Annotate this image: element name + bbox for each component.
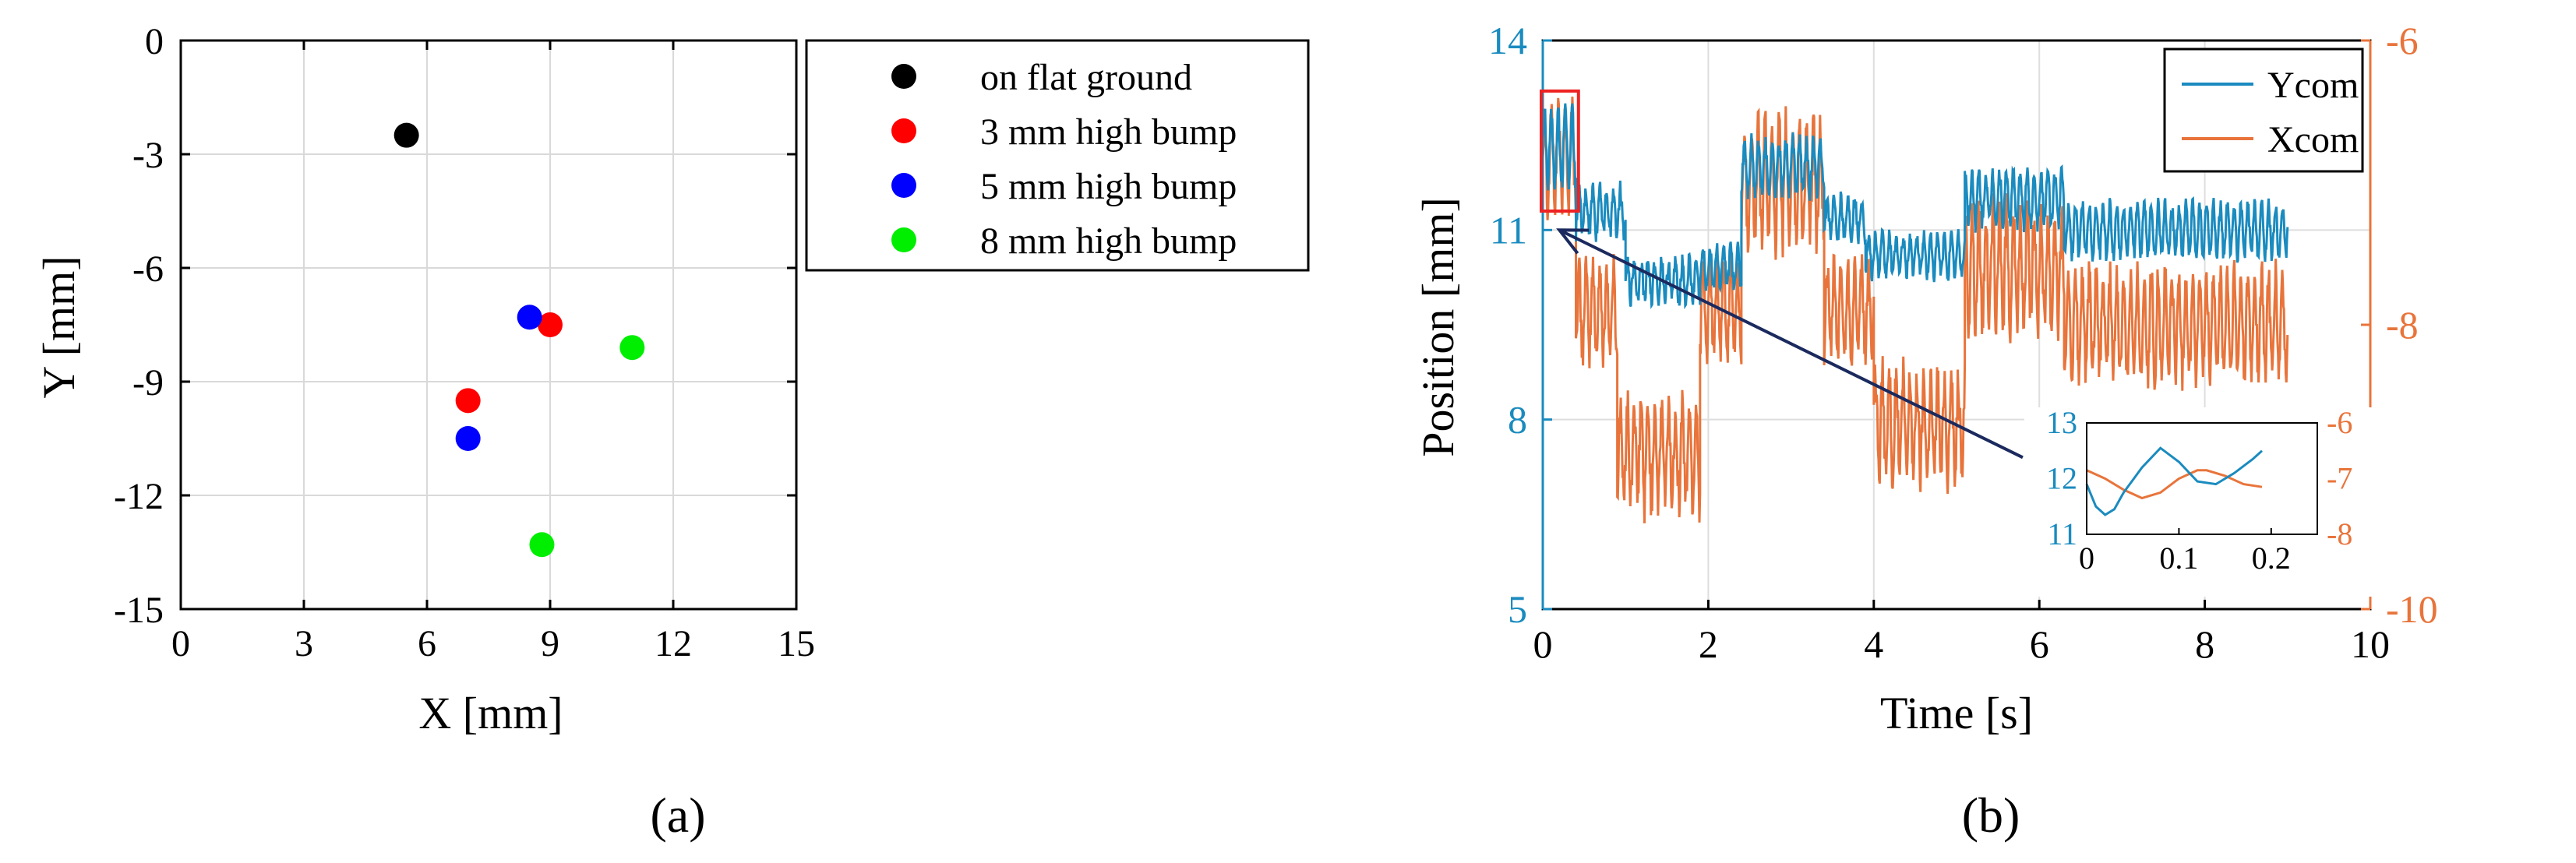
inset-frame <box>2086 422 2318 535</box>
scatter-point <box>538 312 563 337</box>
highlight-box <box>1540 89 1580 213</box>
y-tick-label: -12 <box>114 476 164 517</box>
scatter-plot-frame <box>179 39 798 611</box>
xcom-line <box>1541 97 2289 523</box>
scatter-point <box>619 335 645 361</box>
y-right-tick-label: -8 <box>2386 303 2419 347</box>
scatter-y-axis-label: Y [mm] <box>34 255 84 398</box>
y-left-tick-label: 5 <box>1508 587 1527 631</box>
x-tick-label: 0 <box>1533 622 1553 666</box>
y-tick-label: -6 <box>132 248 164 290</box>
inset-x-tick-label: 0.2 <box>2252 541 2291 576</box>
x-tick-label: 2 <box>1699 622 1718 666</box>
inset-y-right-tick-label: -7 <box>2327 461 2352 496</box>
y-left-tick-label: 11 <box>1490 208 1527 252</box>
x-tick-label: 9 <box>541 623 559 664</box>
legend-label: Ycom <box>2267 65 2359 106</box>
line-legend-box <box>2163 48 2364 173</box>
line-annotations <box>1540 89 2024 460</box>
y-left-tick-label: 8 <box>1508 398 1527 442</box>
scatter-point <box>455 388 481 414</box>
inset-y-left-tick-label: 11 <box>2047 516 2077 551</box>
inset-x-tick-label: 0 <box>2079 541 2094 576</box>
legend-marker <box>891 227 916 252</box>
scatter-point <box>393 122 419 148</box>
y-tick-label: -15 <box>114 590 164 631</box>
y-right-tick-label: -10 <box>2386 587 2438 631</box>
line-series <box>1541 97 2289 523</box>
x-tick-label: 8 <box>2195 622 2214 666</box>
panel-label-a: (a) <box>650 787 705 843</box>
line-y-axis-label: Position [mm] <box>1413 197 1463 457</box>
y-left-tick-label: 14 <box>1488 19 1527 62</box>
scatter-ticks: 0 3 6 9 12 15 0 -3 -6 -9 -12 -15 <box>114 21 815 664</box>
scatter-x-axis-label: X [mm] <box>418 688 563 738</box>
inset-y-left-tick-label: 12 <box>2046 461 2077 496</box>
x-tick-label: 4 <box>1864 622 1883 666</box>
scatter-panel: 0 3 6 9 12 15 0 -3 -6 -9 -12 -15 X [mm] Y [mm] on f… <box>34 21 1310 843</box>
inset-xcom-line <box>2086 469 2263 500</box>
legend-label: 3 mm high bump <box>980 111 1237 153</box>
inset-y-right-tick-label: -6 <box>2327 405 2352 440</box>
x-tick-label: 10 <box>2351 622 2390 666</box>
x-tick-label: 6 <box>418 623 436 664</box>
y-right-tick-label: -6 <box>2386 19 2419 62</box>
legend-marker <box>891 118 916 143</box>
line-x-axis-label: Time [s] <box>1880 688 2033 738</box>
legend-label: 8 mm high bump <box>980 220 1237 262</box>
ycom-line <box>1541 103 2289 310</box>
line-legend: Ycom Xcom <box>2163 48 2364 173</box>
legend-marker <box>891 173 916 198</box>
x-tick-label: 15 <box>778 623 815 664</box>
x-tick-label: 6 <box>2030 622 2049 666</box>
legend-marker <box>891 64 916 89</box>
legend-label: 5 mm high bump <box>980 166 1237 207</box>
line-panel: 0 2 4 6 8 10 5 8 11 14 -6 -8 -10 0 0.1 0.2 11 12 13 -6 -7 -8… <box>1413 19 2438 843</box>
scatter-point <box>529 532 555 558</box>
inset-chart: 0 0.1 0.2 11 12 13 -6 -7 -8 <box>2024 405 2387 597</box>
scatter-point <box>455 426 481 451</box>
panel-label-b: (b) <box>1962 787 2020 843</box>
y-tick-label: -9 <box>132 362 164 403</box>
scatter-point <box>517 305 542 330</box>
inset-ycom-line <box>2085 446 2264 516</box>
inset-background <box>2024 407 2387 597</box>
scatter-grid <box>180 40 797 610</box>
scatter-legend: on flat ground 3 mm high bump 5 mm high bu… <box>805 39 1310 272</box>
zoom-arrow <box>1558 228 2024 460</box>
legend-label: on flat ground <box>980 57 1192 98</box>
x-tick-label: 12 <box>655 623 692 664</box>
inset-y-right-tick-label: -8 <box>2327 516 2352 551</box>
line-ticks: 0 2 4 6 8 10 5 8 11 14 -6 -8 -10 <box>1488 19 2438 666</box>
y-tick-label: 0 <box>145 21 164 62</box>
x-tick-label: 3 <box>295 623 313 664</box>
inset-x-tick-label: 0.1 <box>2159 541 2198 576</box>
legend-label: Xcom <box>2267 119 2359 160</box>
x-tick-label: 0 <box>171 623 190 664</box>
zoom-arrow-head <box>1556 228 1590 255</box>
scatter-points <box>393 122 645 558</box>
scatter-legend-box <box>805 39 1310 272</box>
inset-y-left-tick-label: 13 <box>2046 405 2077 440</box>
y-tick-label: -3 <box>132 135 164 176</box>
